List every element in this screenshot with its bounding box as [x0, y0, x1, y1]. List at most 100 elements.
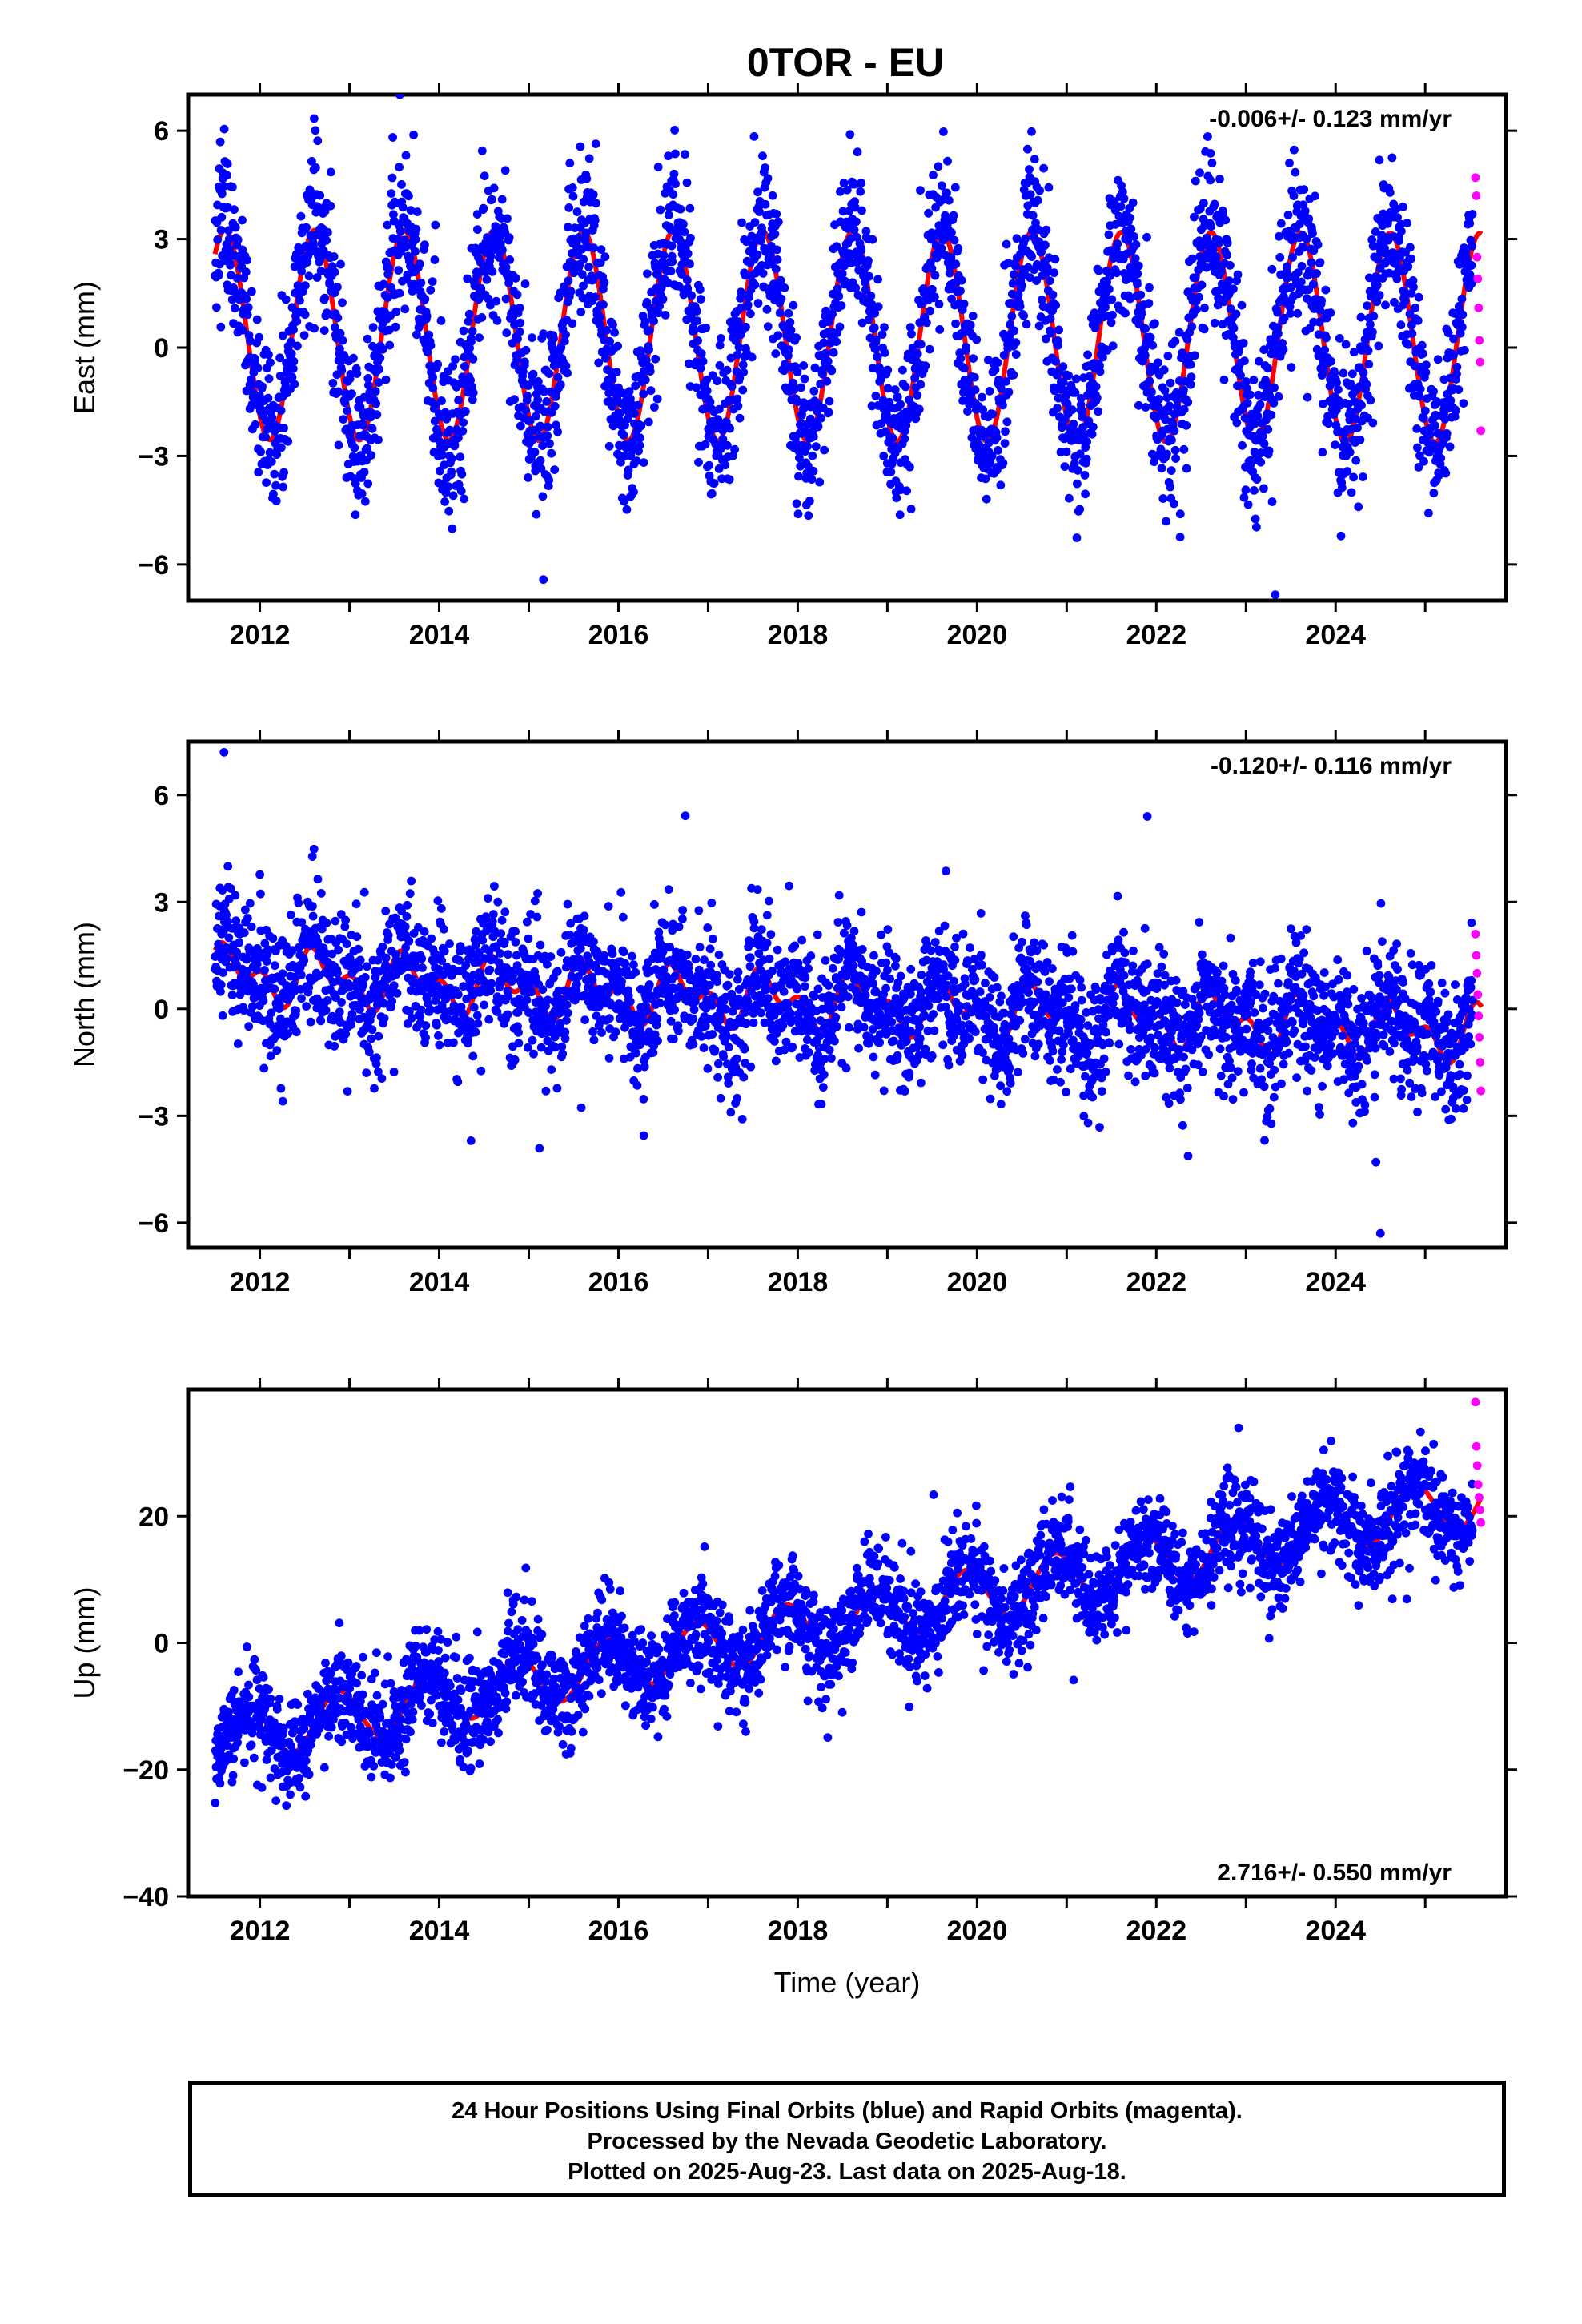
final-orbit-point: [689, 326, 699, 336]
final-orbit-point: [223, 917, 232, 926]
final-orbit-point: [579, 281, 588, 291]
final-orbit-point: [330, 1042, 339, 1051]
final-orbit-point: [1072, 533, 1082, 542]
final-orbit-point: [771, 264, 781, 274]
final-orbit-point: [715, 361, 725, 370]
final-orbit-point: [464, 317, 473, 326]
final-orbit-point: [745, 292, 753, 302]
final-orbit-point: [1192, 305, 1201, 314]
final-orbit-point: [467, 337, 476, 347]
final-orbit-point: [523, 392, 532, 400]
final-orbit-point: [558, 1049, 568, 1059]
final-orbit-point: [594, 358, 604, 368]
final-orbit-point: [895, 510, 905, 520]
final-orbit-point: [631, 381, 640, 391]
final-orbit-point: [1250, 486, 1259, 495]
final-orbit-point: [486, 986, 496, 995]
final-orbit-point: [440, 947, 449, 955]
final-orbit-point: [411, 247, 420, 256]
final-orbit-point: [313, 875, 323, 884]
final-orbit-point: [745, 962, 755, 971]
final-orbit-point: [1229, 284, 1238, 294]
final-orbit-point: [683, 275, 692, 285]
final-orbit-point: [1119, 194, 1129, 203]
final-orbit-point: [497, 195, 507, 204]
final-orbit-point: [925, 344, 934, 354]
final-orbit-point: [1274, 329, 1283, 338]
final-orbit-point: [466, 1136, 476, 1145]
final-orbit-point: [510, 1055, 520, 1064]
final-orbit-point: [678, 915, 687, 923]
final-orbit-point: [654, 927, 664, 937]
final-orbit-point: [453, 990, 463, 999]
final-orbit-point: [699, 1043, 709, 1052]
final-orbit-point: [1158, 494, 1168, 503]
final-orbit-point: [659, 251, 669, 260]
final-orbit-point: [536, 1043, 546, 1052]
final-orbit-point: [851, 283, 861, 292]
final-orbit-point: [243, 303, 253, 312]
final-orbit-point: [256, 889, 265, 899]
final-orbit-point: [276, 1084, 286, 1093]
final-orbit-point: [309, 844, 319, 854]
final-orbit-point: [927, 263, 937, 273]
final-orbit-point: [668, 257, 677, 267]
final-orbit-point: [1028, 211, 1038, 220]
final-orbit-point: [451, 355, 460, 364]
final-orbit-point: [576, 944, 585, 953]
final-orbit-point: [459, 326, 468, 336]
final-orbit-point: [794, 472, 803, 481]
final-orbit-point: [455, 955, 464, 965]
final-orbit-point: [696, 295, 705, 304]
final-orbit-point: [372, 1053, 381, 1063]
final-orbit-point: [351, 479, 360, 489]
final-orbit-point: [270, 984, 279, 994]
final-orbit-point: [448, 361, 457, 371]
final-orbit-point: [934, 300, 944, 309]
final-orbit-point: [1403, 262, 1413, 271]
final-orbit-point: [565, 159, 575, 168]
final-orbit-point: [247, 922, 256, 931]
final-orbit-point: [943, 156, 952, 166]
final-orbit-point: [1270, 383, 1279, 392]
final-orbit-point: [565, 930, 574, 939]
final-orbit-point: [379, 999, 388, 1008]
final-orbit-point: [1354, 502, 1363, 512]
final-orbit-point: [576, 957, 585, 967]
final-orbit-point: [800, 374, 809, 384]
final-orbit-point: [387, 173, 397, 183]
final-orbit-point: [333, 313, 343, 323]
final-orbit-point: [1070, 459, 1079, 468]
final-orbit-point: [605, 336, 614, 346]
final-orbit-point: [540, 387, 549, 396]
final-orbit-point: [228, 183, 237, 192]
final-orbit-point: [247, 1002, 257, 1011]
final-orbit-point: [1179, 385, 1188, 395]
final-orbit-point: [1393, 213, 1402, 222]
final-orbit-point: [1267, 497, 1277, 506]
final-orbit-point: [1356, 312, 1366, 322]
final-orbit-point: [708, 1001, 717, 1010]
final-orbit-point: [503, 214, 512, 223]
final-orbit-point: [243, 967, 252, 976]
final-orbit-point: [532, 509, 541, 519]
final-orbit-point: [238, 215, 247, 225]
final-orbit-point: [472, 1011, 482, 1020]
panel-east: 2012 2014 2016 2018 2020 2022 2024630−3−6East …: [68, 83, 1517, 650]
final-orbit-point: [468, 388, 478, 397]
final-orbit-point: [1232, 418, 1242, 428]
final-orbit-point: [871, 391, 881, 400]
final-orbit-point: [310, 114, 319, 123]
final-orbit-point: [243, 255, 251, 265]
final-orbit-point: [552, 420, 560, 430]
final-orbit-point: [375, 353, 385, 363]
final-orbit-point: [478, 935, 488, 945]
final-orbit-point: [1078, 412, 1087, 422]
final-orbit-point: [737, 287, 745, 297]
final-orbit-point: [566, 287, 576, 296]
final-orbit-point: [745, 309, 755, 319]
final-orbit-point: [1120, 269, 1129, 278]
final-orbit-point: [1033, 195, 1042, 205]
final-orbit-point: [251, 420, 260, 429]
final-orbit-point: [827, 366, 837, 376]
